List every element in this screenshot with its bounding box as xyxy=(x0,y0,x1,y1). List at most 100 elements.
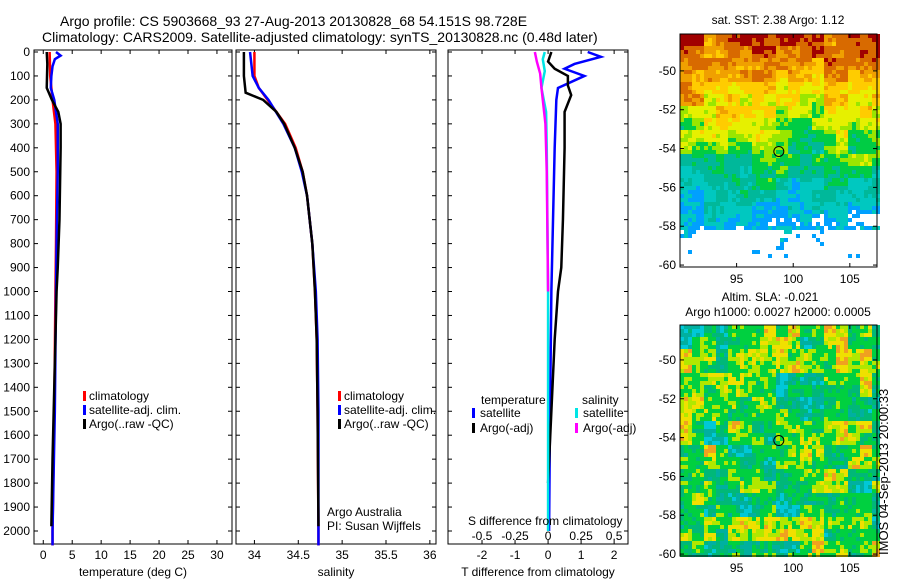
map-cell xyxy=(792,485,796,489)
map-cell xyxy=(756,365,760,369)
map-cell xyxy=(700,361,704,365)
map-cell xyxy=(776,541,780,545)
map-cell xyxy=(732,325,736,329)
map-cell xyxy=(784,146,788,150)
map-cell xyxy=(748,246,752,250)
map-cell xyxy=(868,242,872,246)
map-cell xyxy=(784,373,788,377)
map-cell xyxy=(852,206,856,210)
map-cell xyxy=(736,122,740,126)
map-cell xyxy=(772,126,776,130)
map-cell xyxy=(704,154,708,158)
map-cell xyxy=(756,357,760,361)
map-cell xyxy=(804,182,808,186)
map-cell xyxy=(800,90,804,94)
map-cell xyxy=(696,541,700,545)
map-cell xyxy=(820,194,824,198)
map-cell xyxy=(712,86,716,90)
map-cell xyxy=(680,150,684,154)
map-cell xyxy=(748,258,752,262)
map-cell xyxy=(816,202,820,206)
map-cell xyxy=(680,541,684,545)
map-cell xyxy=(816,78,820,82)
map-cell xyxy=(748,437,752,441)
map-cell xyxy=(700,194,704,198)
map-cell xyxy=(876,166,880,170)
map-cell xyxy=(876,78,880,82)
map-cell xyxy=(860,250,864,254)
map-cell xyxy=(784,325,788,329)
map-cell xyxy=(784,154,788,158)
legend-swatch xyxy=(575,423,578,433)
map-cell xyxy=(784,341,788,345)
map-cell xyxy=(768,489,772,493)
map-cell xyxy=(712,441,716,445)
map-cell xyxy=(724,377,728,381)
map-cell xyxy=(720,529,724,533)
map-cell xyxy=(736,493,740,497)
map-cell xyxy=(840,242,844,246)
map-cell xyxy=(812,202,816,206)
map-cell xyxy=(684,389,688,393)
map-cell xyxy=(792,381,796,385)
map-cell xyxy=(788,413,792,417)
map-cell xyxy=(696,218,700,222)
map-cell xyxy=(772,206,776,210)
map-cell xyxy=(808,86,812,90)
map-cell xyxy=(788,138,792,142)
map-cell xyxy=(788,262,792,266)
map-cell xyxy=(704,533,708,537)
map-cell xyxy=(788,34,792,38)
map-cell xyxy=(696,465,700,469)
map-cell xyxy=(744,541,748,545)
map-cell xyxy=(768,337,772,341)
map-cell xyxy=(764,174,768,178)
map-cell xyxy=(796,118,800,122)
map-cell xyxy=(728,521,732,525)
map-cell xyxy=(696,513,700,517)
map-cell xyxy=(760,38,764,42)
map-cell xyxy=(696,429,700,433)
map-cell xyxy=(776,70,780,74)
map-cell xyxy=(792,465,796,469)
map-cell xyxy=(860,222,864,226)
map-cell xyxy=(692,373,696,377)
map-cell xyxy=(780,62,784,66)
map-cell xyxy=(684,397,688,401)
map-cell xyxy=(712,46,716,50)
map-cell xyxy=(796,62,800,66)
map-cell xyxy=(684,465,688,469)
map-cell xyxy=(764,349,768,353)
map-cell xyxy=(704,537,708,541)
map-cell xyxy=(740,154,744,158)
map-cell xyxy=(780,82,784,86)
map-cell xyxy=(732,162,736,166)
map-cell xyxy=(812,106,816,110)
map-cell xyxy=(796,158,800,162)
map-cell xyxy=(756,349,760,353)
map-cell xyxy=(724,234,728,238)
map-cell xyxy=(720,553,724,557)
map-cell xyxy=(788,254,792,258)
map-cell xyxy=(744,262,748,266)
map-cell xyxy=(724,138,728,142)
map-cell xyxy=(712,365,716,369)
map-cell xyxy=(784,34,788,38)
map-cell xyxy=(736,178,740,182)
map-cell xyxy=(848,166,852,170)
map-cell xyxy=(816,94,820,98)
map-cell xyxy=(792,365,796,369)
map-cell xyxy=(716,42,720,46)
map-cell xyxy=(708,433,712,437)
map-cell xyxy=(872,34,876,38)
map-cell xyxy=(800,421,804,425)
map-cell xyxy=(784,42,788,46)
map-cell xyxy=(868,134,872,138)
map-cell xyxy=(692,210,696,214)
map-cell xyxy=(684,461,688,465)
map-cell xyxy=(828,50,832,54)
map-cell xyxy=(720,389,724,393)
map-cell xyxy=(740,401,744,405)
map-cell xyxy=(692,90,696,94)
map-cell xyxy=(680,202,684,206)
